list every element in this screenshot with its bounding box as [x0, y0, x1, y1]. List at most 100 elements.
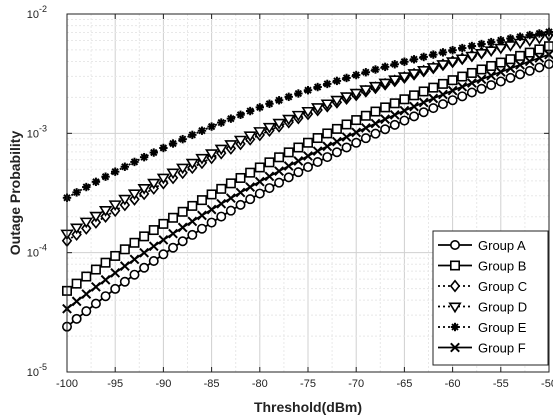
- asterisk-marker: [217, 118, 225, 126]
- circle-marker: [188, 231, 196, 239]
- circle-shape: [256, 189, 264, 197]
- x-tick-label: -80: [252, 378, 268, 390]
- asterisk-marker: [140, 153, 148, 161]
- circle-marker: [130, 270, 138, 278]
- square-marker: [391, 99, 399, 107]
- asterisk-marker: [391, 60, 399, 68]
- square-shape: [207, 190, 215, 198]
- asterisk-marker: [487, 38, 495, 46]
- square-marker: [227, 179, 235, 187]
- asterisk-marker: [275, 96, 283, 104]
- circle-shape: [82, 307, 90, 315]
- legend-entry-label: Group C: [478, 279, 527, 294]
- asterisk-marker: [439, 48, 447, 56]
- circle-marker: [381, 125, 389, 133]
- x-tick-label: -95: [107, 378, 123, 390]
- circle-shape: [101, 292, 109, 300]
- circle-marker: [72, 315, 80, 323]
- square-shape: [333, 125, 341, 133]
- asterisk-marker: [236, 111, 244, 119]
- asterisk-marker: [227, 114, 235, 122]
- square-marker: [497, 58, 505, 66]
- circle-marker: [169, 244, 177, 252]
- circle-marker: [323, 153, 331, 161]
- square-marker: [304, 139, 312, 147]
- circle-shape: [400, 116, 408, 124]
- square-shape: [323, 129, 331, 137]
- asterisk-marker: [535, 29, 543, 37]
- asterisk-marker: [451, 323, 459, 331]
- circle-marker: [313, 158, 321, 166]
- circle-shape: [188, 231, 196, 239]
- circle-marker: [439, 100, 447, 108]
- circle-marker: [468, 88, 476, 96]
- circle-shape: [391, 121, 399, 129]
- square-marker: [323, 129, 331, 137]
- asterisk-marker: [265, 100, 273, 108]
- circle-shape: [285, 173, 293, 181]
- asterisk-marker: [178, 135, 186, 143]
- square-marker: [111, 252, 119, 260]
- circle-shape: [458, 92, 466, 100]
- square-marker: [72, 279, 80, 287]
- circle-shape: [342, 143, 350, 151]
- square-shape: [304, 139, 312, 147]
- x-tick-label: -85: [204, 378, 220, 390]
- square-shape: [352, 116, 360, 124]
- square-marker: [333, 125, 341, 133]
- asterisk-marker: [169, 139, 177, 147]
- square-shape: [178, 208, 186, 216]
- circle-marker: [150, 257, 158, 265]
- square-shape: [275, 153, 283, 161]
- asterisk-marker: [198, 126, 206, 134]
- asterisk-marker: [246, 107, 254, 115]
- asterisk-marker: [371, 65, 379, 73]
- square-marker: [246, 168, 254, 176]
- circle-marker: [285, 173, 293, 181]
- circle-shape: [150, 257, 158, 265]
- circle-marker: [275, 178, 283, 186]
- square-marker: [487, 62, 495, 70]
- circle-shape: [506, 74, 514, 82]
- square-marker: [400, 95, 408, 103]
- circle-shape: [207, 218, 215, 226]
- asterisk-marker: [458, 44, 466, 52]
- circle-marker: [294, 168, 302, 176]
- circle-shape: [419, 108, 427, 116]
- square-marker: [342, 120, 350, 128]
- circle-marker: [265, 184, 273, 192]
- asterisk-marker: [477, 40, 485, 48]
- square-shape: [381, 103, 389, 111]
- square-marker: [371, 107, 379, 115]
- square-shape: [410, 91, 418, 99]
- circle-marker: [217, 212, 225, 220]
- asterisk-marker: [121, 163, 129, 171]
- square-marker: [178, 208, 186, 216]
- square-shape: [448, 76, 456, 84]
- circle-shape: [448, 96, 456, 104]
- asterisk-marker: [381, 63, 389, 71]
- circle-shape: [130, 270, 138, 278]
- square-shape: [458, 72, 466, 80]
- circle-marker: [516, 70, 524, 78]
- square-marker: [188, 202, 196, 210]
- square-marker: [256, 163, 264, 171]
- square-shape: [256, 163, 264, 171]
- circle-shape: [121, 278, 129, 286]
- square-shape: [130, 239, 138, 247]
- circle-marker: [458, 92, 466, 100]
- circle-shape: [497, 77, 505, 85]
- circle-marker: [448, 96, 456, 104]
- x-tick-label: -55: [493, 378, 509, 390]
- square-marker: [362, 112, 370, 120]
- square-shape: [468, 69, 476, 77]
- square-marker: [419, 87, 427, 95]
- square-shape: [429, 83, 437, 91]
- x-tick-label: -75: [300, 378, 316, 390]
- circle-shape: [516, 70, 524, 78]
- asterisk-marker: [111, 167, 119, 175]
- circle-marker: [304, 163, 312, 171]
- circle-shape: [246, 195, 254, 203]
- x-tick-label: -50: [541, 378, 553, 390]
- circle-shape: [410, 112, 418, 120]
